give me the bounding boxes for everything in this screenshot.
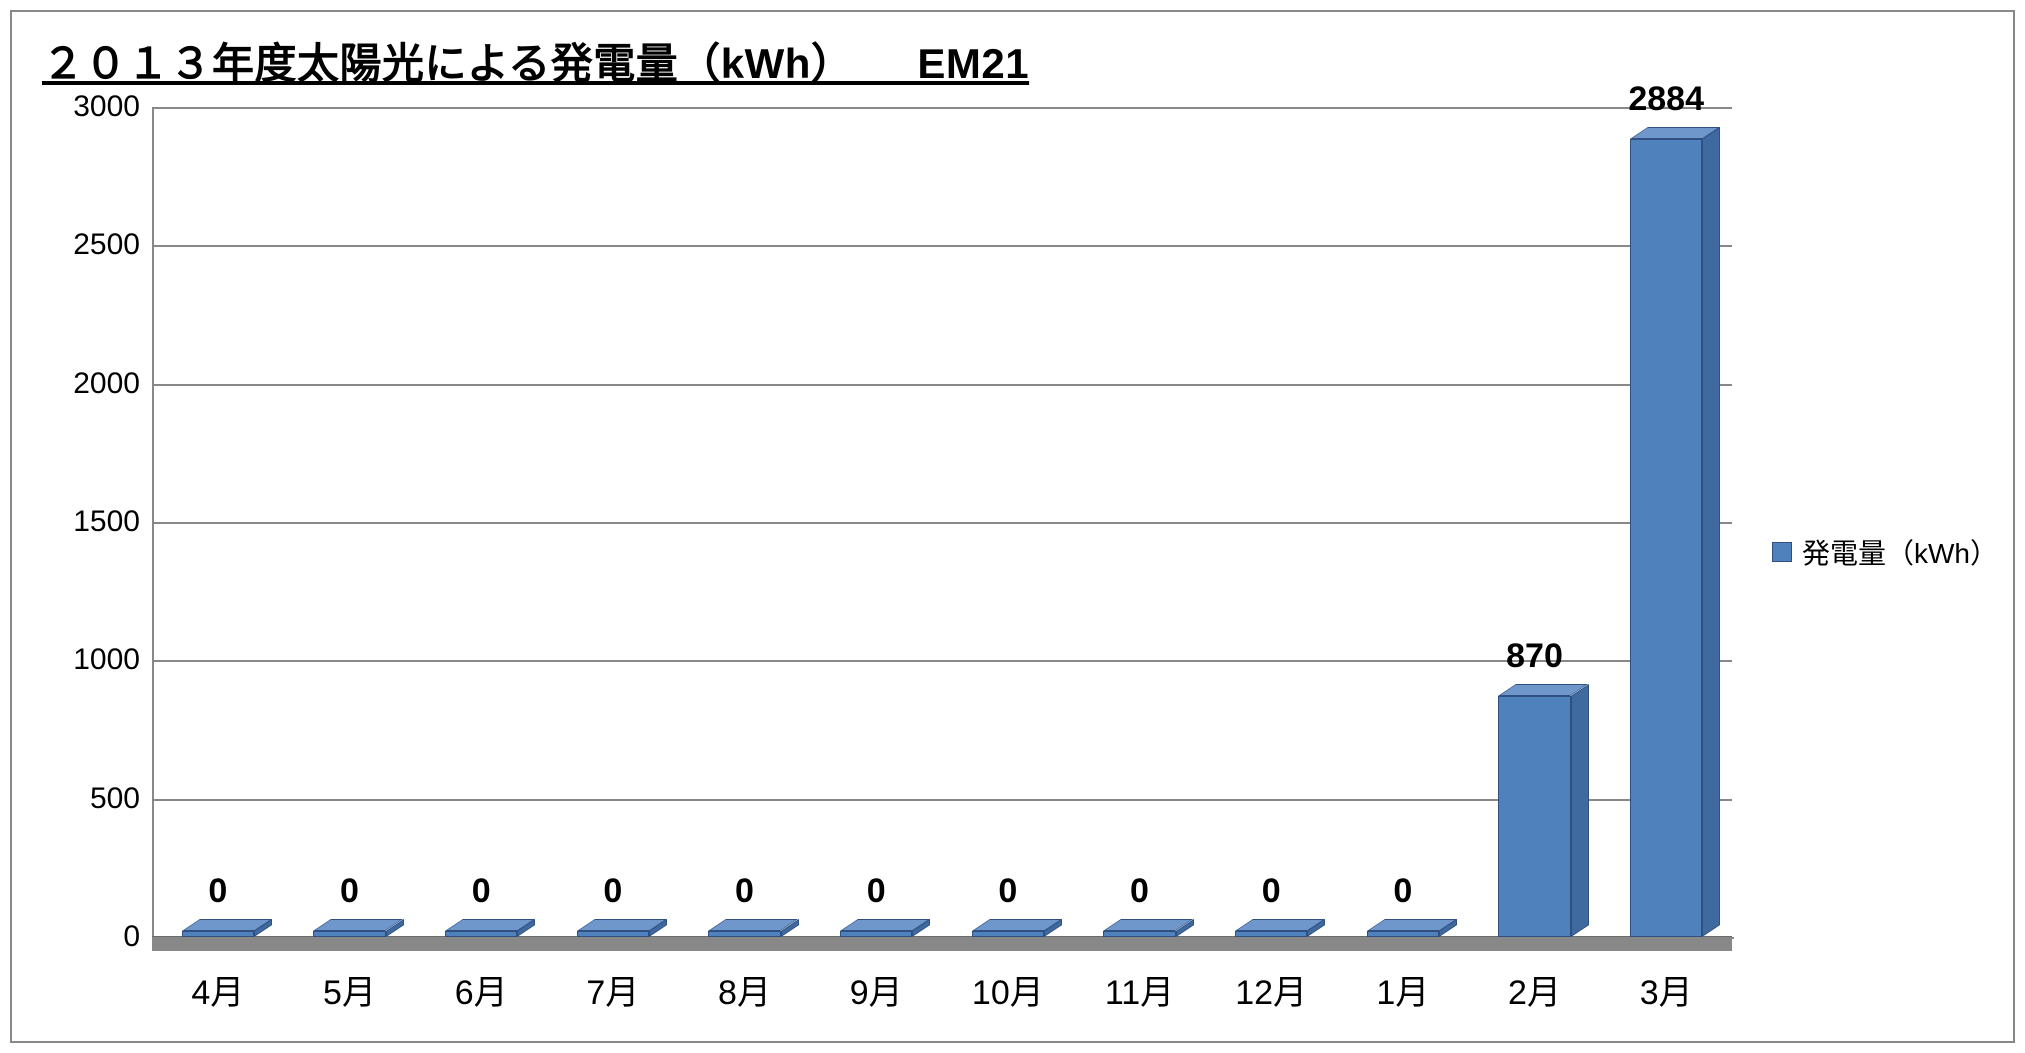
bar-side	[1702, 127, 1720, 937]
x-tick-label: 8月	[718, 965, 771, 1014]
bar-value-label: 870	[1506, 637, 1563, 676]
bar-value-label: 0	[1130, 872, 1149, 911]
bar-value-label: 0	[735, 872, 754, 911]
bar	[708, 931, 780, 937]
chart-title: ２０１３年度太陽光による発電量（kWh） EM21	[42, 30, 1029, 91]
plot-floor	[152, 936, 1732, 951]
bar-value-label: 0	[867, 872, 886, 911]
bar	[445, 931, 517, 937]
bar	[1103, 931, 1175, 937]
bar	[313, 931, 385, 937]
x-tick-label: 11月	[1105, 965, 1174, 1014]
bar-value-label: 0	[603, 872, 622, 911]
x-tick-label: 7月	[586, 965, 639, 1014]
gridline	[152, 107, 1732, 109]
x-tick-label: 9月	[850, 965, 903, 1014]
y-tick-label: 3000	[73, 90, 140, 124]
bar	[1630, 139, 1702, 937]
y-tick-label: 0	[123, 920, 140, 954]
bar-value-label: 0	[1262, 872, 1281, 911]
x-tick-label: 4月	[191, 965, 244, 1014]
plot-area: 0500100015002000250030004月05月06月07月08月09…	[152, 107, 1732, 937]
bar-value-label: 0	[998, 872, 1017, 911]
bar-value-label: 0	[1393, 872, 1412, 911]
legend-swatch	[1772, 542, 1792, 562]
x-tick-label: 1月	[1376, 965, 1429, 1014]
bar	[840, 931, 912, 937]
y-tick-label: 500	[90, 782, 140, 816]
x-tick-label: 5月	[323, 965, 376, 1014]
bar	[972, 931, 1044, 937]
y-tick-label: 1000	[73, 643, 140, 677]
bar-value-label: 2884	[1628, 80, 1704, 119]
gridline	[152, 245, 1732, 247]
bar	[1367, 931, 1439, 937]
chart-container: ２０１３年度太陽光による発電量（kWh） EM21 0 500 1000 1500 20…	[10, 10, 2015, 1043]
bar	[1498, 696, 1570, 937]
x-tick-label: 2月	[1508, 965, 1561, 1014]
bar	[1235, 931, 1307, 937]
legend-label: 発電量（kWh）	[1802, 532, 1998, 572]
gridline	[152, 660, 1732, 662]
legend: 発電量（kWh）	[1772, 532, 1998, 572]
gridline	[152, 384, 1732, 386]
x-tick-label: 10月	[972, 965, 1044, 1014]
bar-value-label: 0	[340, 872, 359, 911]
bar-side	[1571, 684, 1589, 937]
bar	[577, 931, 649, 937]
y-tick-label: 1500	[73, 505, 140, 539]
y-tick-label: 2000	[73, 367, 140, 401]
bar-value-label: 0	[472, 872, 491, 911]
bar-value-label: 0	[208, 872, 227, 911]
bar	[182, 931, 254, 937]
x-tick-label: 12月	[1235, 965, 1307, 1014]
x-tick-label: 3月	[1640, 965, 1693, 1014]
gridline	[152, 522, 1732, 524]
x-tick-label: 6月	[455, 965, 508, 1014]
gridline	[152, 799, 1732, 801]
y-tick-label: 2500	[73, 228, 140, 262]
